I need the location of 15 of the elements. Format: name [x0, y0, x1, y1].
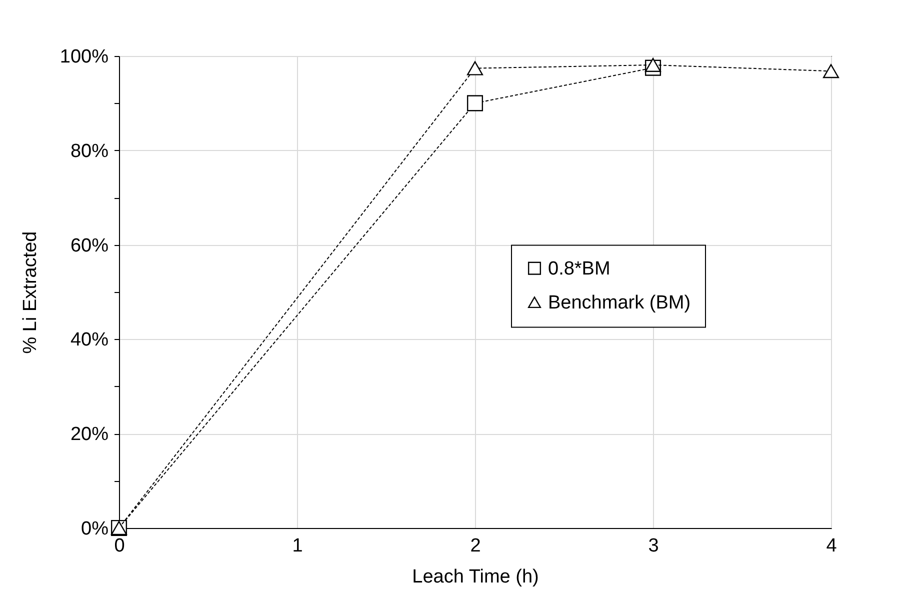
y-tick-label: 0% — [81, 518, 109, 540]
legend-label: Benchmark (BM) — [548, 292, 691, 314]
x-tick-label: 0 — [114, 536, 125, 556]
y-tick-label: 20% — [70, 424, 109, 446]
y-tick-label: 40% — [70, 330, 109, 351]
x-tick-label: 1 — [292, 536, 303, 556]
x-axis-title: Leach Time (h) — [412, 566, 539, 588]
y-axis-title: % Li Extracted — [20, 231, 41, 354]
y-tick-label: 100% — [60, 46, 109, 68]
x-tick-label: 2 — [470, 536, 481, 556]
x-tick-label: 4 — [826, 536, 838, 556]
legend-label: 0.8*BM — [548, 258, 610, 280]
y-tick-label: 80% — [70, 140, 109, 162]
y-tick-label: 60% — [70, 235, 109, 256]
x-tick-label: 3 — [648, 536, 659, 556]
